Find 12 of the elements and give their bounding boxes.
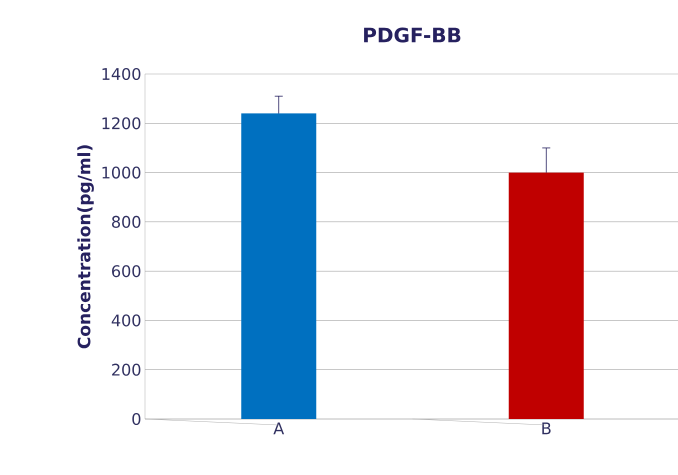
chart-title: PDGF-BB [364, 27, 460, 43]
y-tick-label: 1000 [102, 166, 140, 179]
y-tick-label: 0 [132, 412, 140, 426]
x-tick-label: B [542, 422, 551, 434]
x-tick-label: A [273, 422, 284, 434]
y-tick-label: 200 [112, 364, 140, 376]
y-tick-label: 1400 [102, 68, 140, 80]
y-tick-label: 1200 [102, 117, 140, 130]
y-tick-label: 800 [112, 216, 140, 228]
y-tick-label: 400 [112, 314, 140, 326]
y-axis-title: Concentration(pg/ml) [77, 145, 94, 348]
y-tick-label: 600 [112, 265, 140, 278]
